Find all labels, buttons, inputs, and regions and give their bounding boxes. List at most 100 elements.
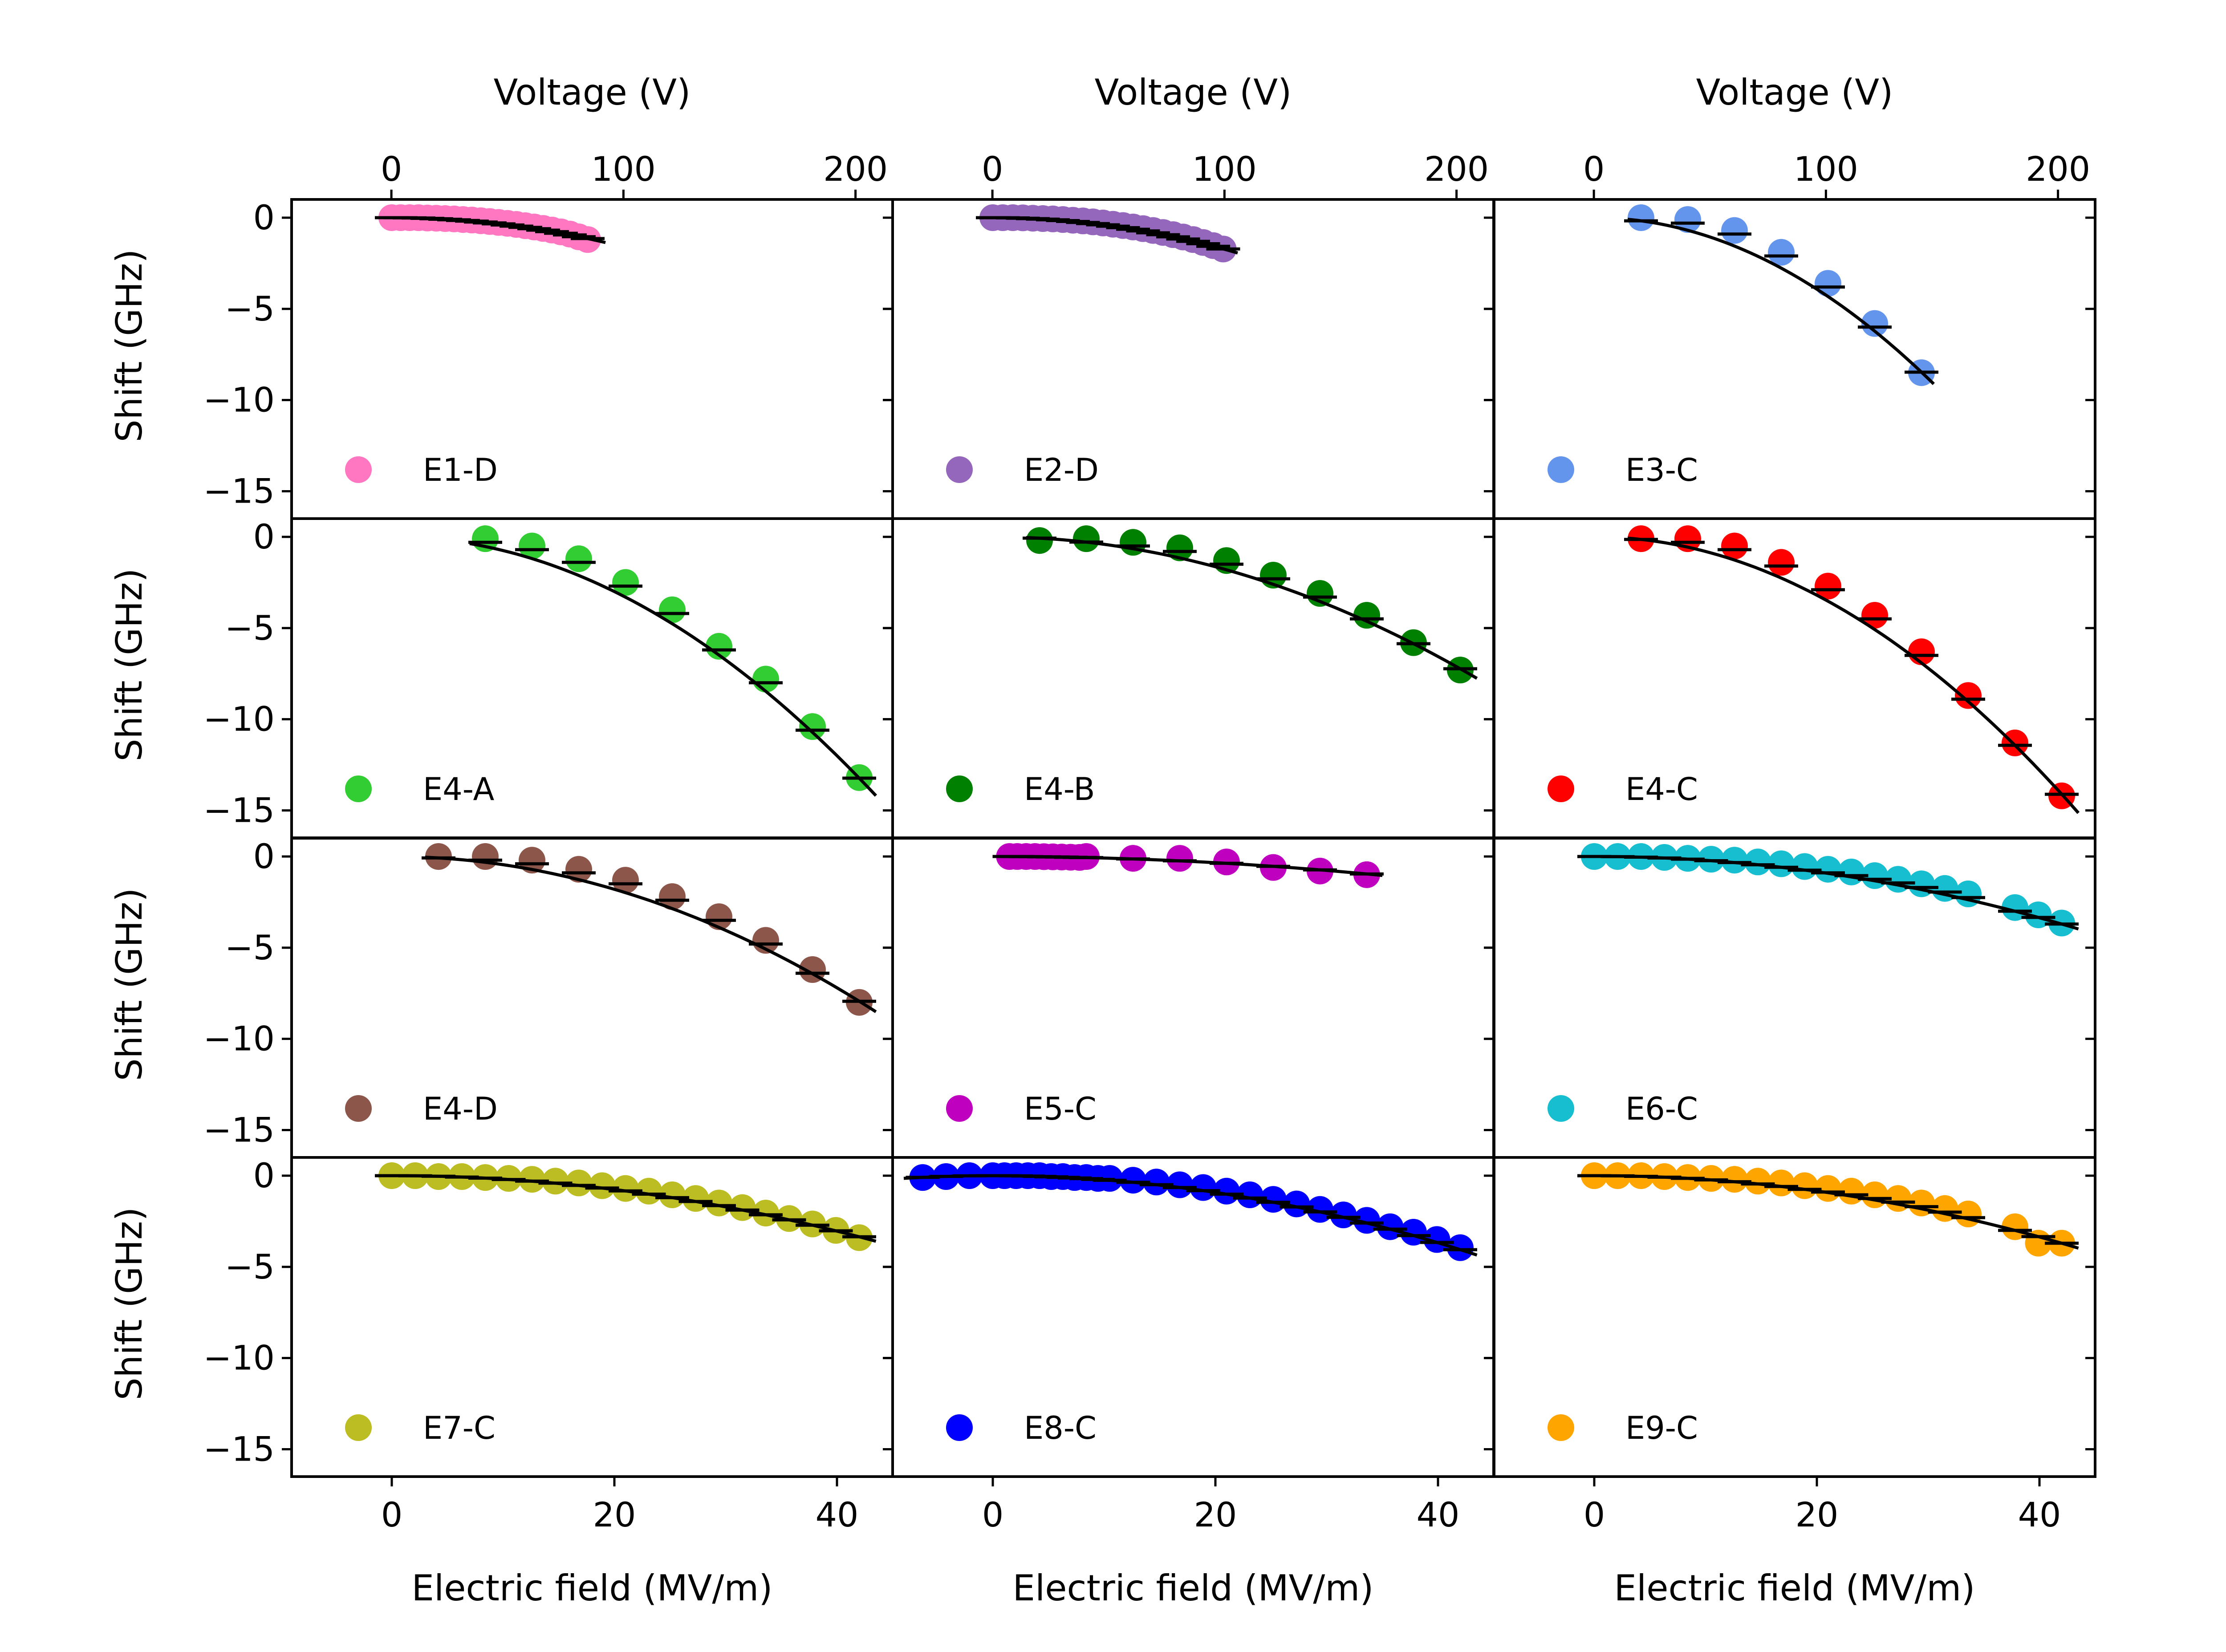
panel-frame xyxy=(1493,1156,2096,1478)
x2-tick-label: 0 xyxy=(381,149,402,189)
top-axis-label: Voltage (V) xyxy=(494,72,691,113)
data-point xyxy=(1768,239,1795,266)
x2-tick-label: 200 xyxy=(823,149,888,189)
plot-area xyxy=(1577,843,2079,937)
x2-tick-label: 200 xyxy=(1424,149,1489,189)
data-point xyxy=(565,545,592,572)
plot-area xyxy=(422,843,877,1016)
data-point xyxy=(659,596,686,623)
left-axis-label: Shift (GHz) xyxy=(109,1207,150,1400)
x-tick-label: 0 xyxy=(1584,1495,1605,1534)
legend-label: E6-C xyxy=(1625,1091,1698,1127)
data-point xyxy=(1861,310,1888,337)
x-tick-label: 40 xyxy=(816,1495,859,1534)
fit-curve xyxy=(1627,218,1935,386)
y-tick-label: −10 xyxy=(203,380,275,420)
legend-label: E1-D xyxy=(423,452,498,488)
x2-tick-label: 100 xyxy=(591,149,656,189)
y-tick-label: −5 xyxy=(225,608,275,648)
legend-marker xyxy=(946,456,973,483)
legend-label: E4-D xyxy=(423,1091,498,1127)
y-tick-label: −5 xyxy=(225,1247,275,1287)
plot-area xyxy=(1624,525,2080,814)
data-point xyxy=(1166,845,1193,872)
fit-curve xyxy=(1627,536,2080,814)
bottom-axis-label: Electric field (MV/m) xyxy=(1013,1567,1374,1609)
y-tick-label: −5 xyxy=(225,289,275,329)
y-tick-label: −15 xyxy=(203,1429,275,1469)
data-point xyxy=(542,1168,569,1195)
data-point xyxy=(1721,532,1748,560)
data-point xyxy=(1628,204,1654,231)
data-point xyxy=(1120,1167,1146,1194)
y-tick-label: 0 xyxy=(253,836,275,876)
panel-e2-d: 0 100 200 E2-D xyxy=(883,149,1495,520)
panel-e6-c: E6-C xyxy=(1484,837,2096,1159)
data-point xyxy=(659,883,686,910)
plot-area xyxy=(1023,525,1478,684)
panel-e4-c: E4-C xyxy=(1484,517,2096,839)
fit-curve xyxy=(1026,536,1478,680)
legend-marker xyxy=(946,1095,973,1122)
legend-marker xyxy=(345,1095,372,1122)
legend-label: E4-B xyxy=(1024,771,1095,808)
y-tick-label: −5 xyxy=(225,928,275,967)
fit-curve xyxy=(469,542,877,797)
legend-label: E2-D xyxy=(1024,452,1099,488)
data-point xyxy=(1423,1226,1450,1253)
data-point xyxy=(1674,206,1701,233)
data-point xyxy=(1721,217,1748,244)
plot-area xyxy=(375,204,606,253)
legend-marker xyxy=(946,1414,973,1441)
data-point xyxy=(1721,847,1748,874)
x-tick-label: 0 xyxy=(982,1495,1003,1534)
top-axis-label: Voltage (V) xyxy=(1696,72,1893,113)
data-point xyxy=(519,1166,545,1193)
data-point xyxy=(752,666,779,693)
legend-marker xyxy=(345,1414,372,1441)
plot-area xyxy=(1577,1162,2079,1257)
y-tick-label: −10 xyxy=(203,699,275,739)
legend-label: E3-C xyxy=(1625,452,1698,488)
legend-marker xyxy=(1548,1414,1574,1441)
x2-tick-label: 200 xyxy=(2026,149,2090,189)
data-point xyxy=(1353,602,1380,629)
y-tick-label: −15 xyxy=(203,471,275,511)
data-point xyxy=(1721,1166,1748,1193)
data-point xyxy=(1815,572,1841,600)
data-point xyxy=(1377,1213,1404,1240)
legend-marker xyxy=(345,775,372,802)
x2-tick-label: 100 xyxy=(1192,149,1257,189)
data-point xyxy=(2002,729,2028,756)
legend-label: E9-C xyxy=(1625,1410,1698,1446)
data-point xyxy=(1166,534,1193,561)
x2-tick-label: 0 xyxy=(982,149,1003,189)
plot-area xyxy=(992,843,1384,888)
data-point xyxy=(565,1169,592,1197)
left-axis-label: Shift (GHz) xyxy=(109,888,150,1081)
x-tick-label: 20 xyxy=(1795,1495,1839,1534)
legend-label: E5-C xyxy=(1024,1091,1097,1127)
y-tick-label: −10 xyxy=(203,1019,275,1059)
y-tick-label: 0 xyxy=(253,1156,275,1195)
plot-area xyxy=(976,204,1240,263)
data-point xyxy=(799,713,826,740)
left-axis-label: Shift (GHz) xyxy=(109,568,150,762)
bottom-axis-label: Electric field (MV/m) xyxy=(1614,1567,1975,1609)
panel-e1-d: 0 −5 −10 −15 0 100 200 E1-D xyxy=(203,149,894,520)
x2-tick-label: 0 xyxy=(1583,149,1605,189)
x-tick-label: 40 xyxy=(1417,1495,1460,1534)
y-tick-label: −15 xyxy=(203,791,275,830)
legend-marker xyxy=(1548,775,1574,802)
data-point xyxy=(2025,901,2052,929)
x-tick-label: 20 xyxy=(593,1495,636,1534)
fit-curve xyxy=(425,856,877,1013)
legend-marker xyxy=(345,456,372,483)
data-point xyxy=(1073,525,1100,552)
legend-label: E7-C xyxy=(423,1410,496,1446)
plot-area xyxy=(468,525,877,797)
y-tick-label: −15 xyxy=(203,1110,275,1150)
legend-label: E8-C xyxy=(1024,1410,1097,1446)
data-point xyxy=(1955,1201,1982,1227)
